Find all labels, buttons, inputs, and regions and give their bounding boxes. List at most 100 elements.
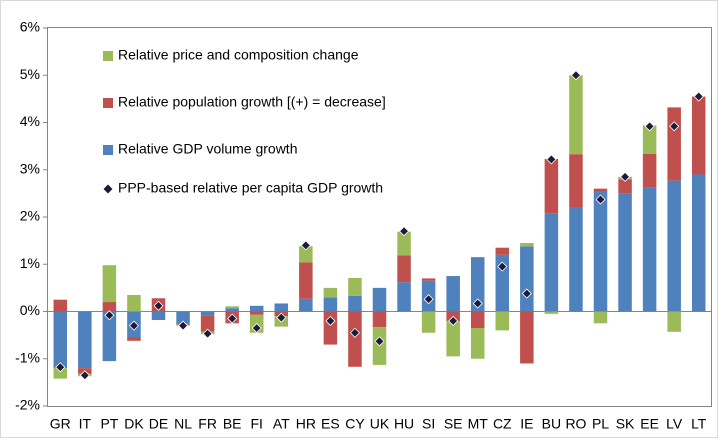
bar-segment [102,311,117,362]
bar-segment [397,282,411,312]
diamond-marker [202,328,213,339]
bar-segment [470,257,485,312]
bar-segment [544,311,559,314]
bar-segment [642,187,657,312]
bar-segment [470,328,485,359]
diamond-marker [497,261,508,272]
bar-segment [470,311,485,329]
bar-segment [618,193,632,312]
y-tick-label: -1% [15,349,40,365]
x-tick-label: FI [250,416,262,432]
diamond-marker [570,70,582,81]
diamond-marker [595,194,606,205]
bar-segment [667,180,681,312]
bar-segment [102,302,117,312]
bar-segment [495,254,510,312]
bar-segment [593,191,608,312]
bar-segment [225,308,239,312]
diamond-marker [693,91,704,102]
y-tick-label: 2% [20,208,40,224]
bar-segment [299,298,313,312]
x-tick-label: CZ [493,416,512,432]
y-tick-label: 6% [20,19,40,35]
bar-segment [348,277,362,296]
diamond-marker [177,320,189,331]
bar-segment [78,311,92,369]
bar-segment [127,294,141,312]
x-tick-label: NL [174,416,192,432]
bar-segment [348,311,362,367]
diamond-marker [104,310,115,321]
x-tick-label: IE [520,416,533,432]
bar-segment [53,311,68,369]
x-tick-label: ES [321,416,340,432]
diamond-marker [448,315,459,327]
x-tick-label: HR [296,416,316,432]
bar-segment [53,299,68,312]
bar-segment [372,287,387,312]
bar-segment [274,303,289,312]
x-tick-label: EE [640,416,659,432]
bar-segment [667,311,681,332]
diamond-marker [423,294,434,305]
bar-segment [249,311,264,315]
x-tick-label: CY [345,416,365,432]
y-tick-label: 1% [20,255,40,271]
diamond-marker [521,288,532,299]
bar-segment [323,297,338,312]
bar-segment [569,154,583,208]
legend-marker [103,184,113,194]
legend-swatch [103,98,113,108]
diamond-marker [300,240,311,251]
x-tick-label: MT [468,416,489,432]
bar-segment [642,125,657,154]
bar-segment [569,207,583,312]
x-tick-label: SI [422,416,435,432]
diamond-marker [546,154,557,165]
bar-segment [372,311,387,328]
diamond-marker [644,121,655,132]
legend-label: Relative price and composition change [118,47,359,63]
legend-label: PPP-based relative per capita GDP growth [118,180,383,196]
x-tick-label: PL [592,416,609,432]
bar-segment [151,311,166,321]
x-tick-label: SK [616,416,635,432]
x-tick-label: BE [223,416,242,432]
x-tick-label: DE [149,416,168,432]
legend-swatch [103,145,113,155]
bar-segment [691,174,706,312]
bar-segment [397,231,411,256]
bar-segment [667,107,681,181]
x-tick-label: AT [273,416,290,432]
bar-segment [421,278,436,281]
bar-segment [348,295,362,312]
y-tick-label: 0% [20,302,40,318]
bar-segment [225,306,239,309]
x-tick-label: RO [565,416,586,432]
diamond-marker [619,171,631,182]
diamond-marker [153,300,164,311]
bar-segment [495,311,510,331]
x-tick-label: DK [124,416,144,432]
diamond-marker [669,121,680,132]
diamond-marker [227,313,238,324]
x-tick-label: PT [100,416,118,432]
bar-segment [618,179,632,194]
y-tick-label: 5% [20,66,40,82]
bar-segment [421,311,436,333]
x-tick-label: GR [50,416,71,432]
diamond-marker [276,312,287,323]
x-tick-label: FR [198,416,217,432]
bar-segment [520,311,534,364]
x-tick-label: BU [542,416,561,432]
bar-segment [495,247,510,255]
bar-segment [691,96,706,175]
bar-segment [520,242,534,247]
bar-segment [397,255,411,283]
diamond-marker [251,322,262,334]
legend-label: Relative population growth [(+) = decrea… [118,94,386,110]
bar-segment [127,337,141,341]
